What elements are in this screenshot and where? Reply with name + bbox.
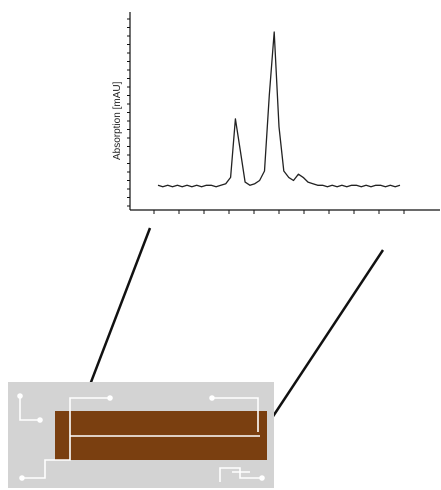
chromatogram: Absorption [mAU] — [112, 12, 440, 214]
y-axis-ticks — [127, 18, 130, 207]
microfluidic-chip — [8, 382, 274, 488]
circuit-pads — [17, 393, 265, 481]
absorption-trace — [157, 31, 401, 188]
circuit-traces — [19, 396, 262, 482]
zoom-line-right — [260, 249, 385, 434]
y-axis-label: Absorption [mAU] — [112, 81, 123, 160]
x-axis-ticks — [153, 210, 405, 214]
